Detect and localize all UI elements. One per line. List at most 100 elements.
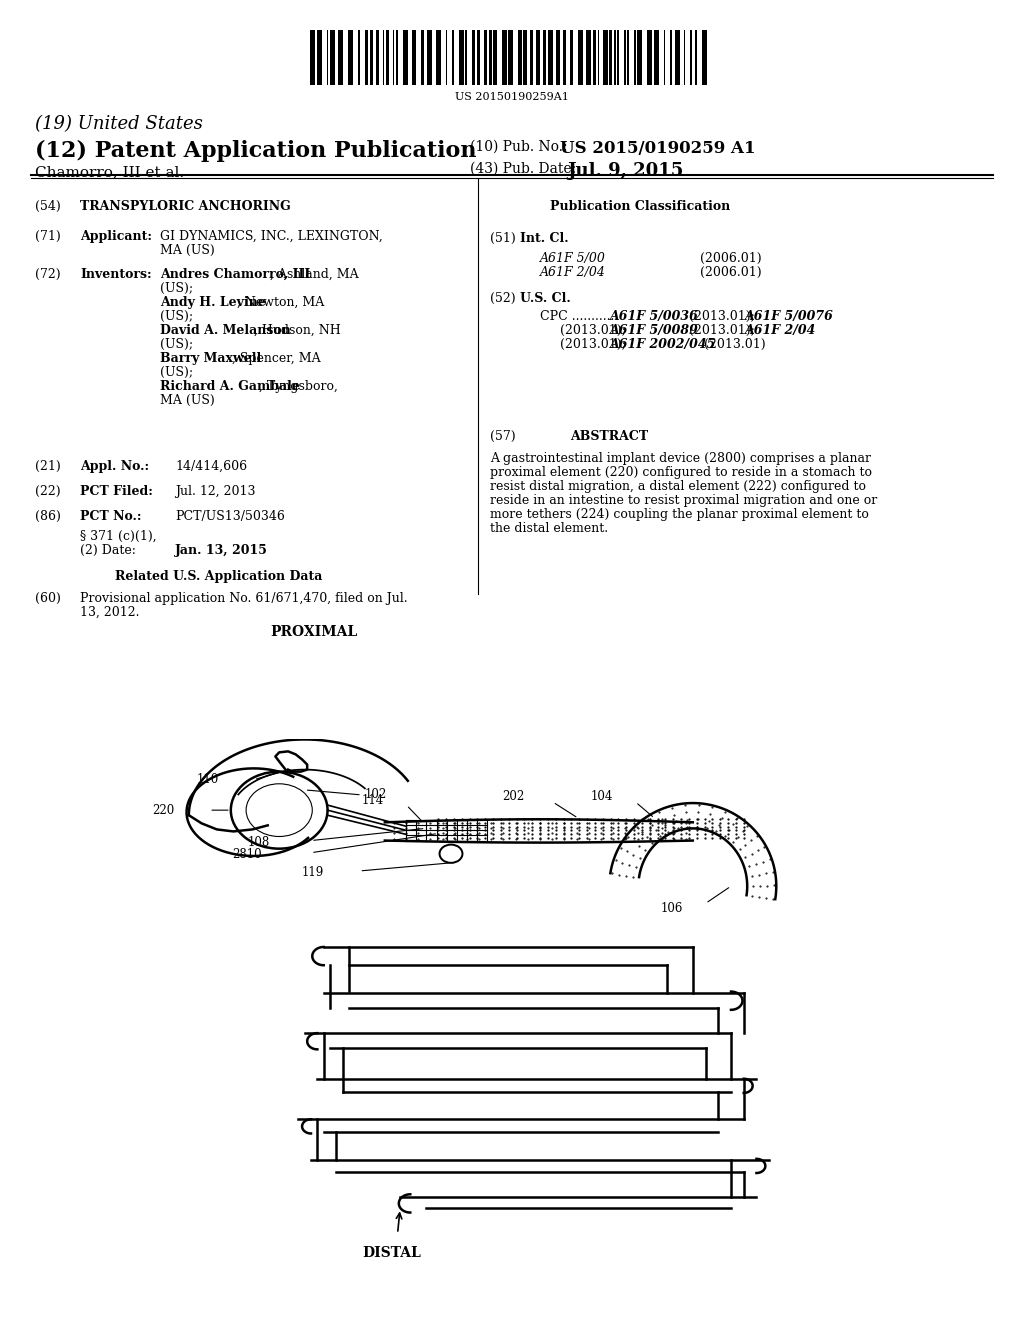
Bar [653, 30, 658, 84]
Bar [556, 30, 559, 84]
Bar [465, 30, 467, 84]
Text: resist distal migration, a distal element (222) configured to: resist distal migration, a distal elemen… [490, 480, 866, 492]
Text: 220: 220 [152, 804, 174, 817]
Text: proximal element (220) configured to reside in a stomach to: proximal element (220) configured to res… [490, 466, 872, 479]
Bar [690, 30, 692, 84]
Bar [593, 30, 596, 84]
Text: reside in an intestine to resist proximal migration and one or: reside in an intestine to resist proxima… [490, 494, 878, 507]
Bar [628, 30, 629, 84]
Bar [365, 30, 368, 84]
Text: Provisional application No. 61/671,470, filed on Jul.: Provisional application No. 61/671,470, … [80, 591, 408, 605]
Bar [664, 30, 666, 84]
Bar [586, 30, 591, 84]
Text: 2810: 2810 [232, 849, 262, 861]
Text: (19) United States: (19) United States [35, 115, 203, 133]
Text: Publication Classification: Publication Classification [550, 201, 730, 213]
Bar [310, 30, 315, 84]
Text: Jul. 9, 2015: Jul. 9, 2015 [567, 162, 683, 180]
Text: Barry Maxwell: Barry Maxwell [160, 352, 261, 366]
Text: (10) Pub. No.:: (10) Pub. No.: [470, 140, 567, 154]
Bar [578, 30, 583, 84]
Bar [537, 30, 540, 84]
Text: (2006.01): (2006.01) [700, 267, 762, 279]
Text: MA (US): MA (US) [160, 244, 215, 257]
Bar [383, 30, 384, 84]
Text: (86): (86) [35, 510, 60, 523]
Text: PCT Filed:: PCT Filed: [80, 484, 153, 498]
Text: (2) Date:: (2) Date: [80, 544, 136, 557]
Bar [392, 30, 394, 84]
Text: 108: 108 [248, 836, 269, 849]
Bar [386, 30, 389, 84]
Text: Jan. 13, 2015: Jan. 13, 2015 [175, 544, 268, 557]
Text: Andy H. Levine: Andy H. Levine [160, 296, 266, 309]
Text: 13, 2012.: 13, 2012. [80, 606, 139, 619]
Bar [472, 30, 475, 84]
Text: (2013.01);: (2013.01); [685, 310, 759, 323]
Bar [569, 30, 572, 84]
Bar [402, 30, 408, 84]
Text: 202: 202 [502, 791, 524, 804]
Text: A61F 5/00: A61F 5/00 [540, 252, 606, 265]
Text: (2013.01);: (2013.01); [685, 323, 759, 337]
Text: (US);: (US); [160, 366, 198, 379]
Bar [477, 30, 480, 84]
Text: Inventors:: Inventors: [80, 268, 152, 281]
Text: (2013.01): (2013.01) [700, 338, 766, 351]
Text: PCT No.:: PCT No.: [80, 510, 141, 523]
Bar [483, 30, 486, 84]
Bar [494, 30, 497, 84]
Text: A61F 5/0076: A61F 5/0076 [745, 310, 834, 323]
Text: A gastrointestinal implant device (2800) comprises a planar: A gastrointestinal implant device (2800)… [490, 451, 871, 465]
Text: A61F 2/04: A61F 2/04 [540, 267, 606, 279]
Bar [488, 30, 492, 84]
Bar [376, 30, 380, 84]
Text: 119: 119 [302, 866, 325, 879]
Text: (21): (21) [35, 459, 60, 473]
Text: (57): (57) [490, 430, 516, 444]
Bar [563, 30, 566, 84]
Bar [617, 30, 620, 84]
Text: ABSTRACT: ABSTRACT [570, 430, 648, 444]
Bar [548, 30, 553, 84]
Text: (60): (60) [35, 591, 60, 605]
Text: (12) Patent Application Publication: (12) Patent Application Publication [35, 140, 476, 162]
Text: A61F 5/0089: A61F 5/0089 [610, 323, 698, 337]
Bar [647, 30, 652, 84]
Text: 110: 110 [197, 774, 219, 787]
Text: Int. Cl.: Int. Cl. [520, 232, 568, 246]
Text: David A. Melanson: David A. Melanson [160, 323, 291, 337]
Bar [413, 30, 416, 84]
Bar [529, 30, 534, 84]
Bar [518, 30, 521, 84]
Text: 14/414,606: 14/414,606 [175, 459, 247, 473]
Text: (US);: (US); [160, 338, 198, 351]
Text: , Spencer, MA: , Spencer, MA [231, 352, 321, 366]
Text: Richard A. Gambale: Richard A. Gambale [160, 380, 300, 393]
Bar [327, 30, 328, 84]
Text: MA (US): MA (US) [160, 393, 215, 407]
Bar [330, 30, 335, 84]
Text: (72): (72) [35, 268, 60, 281]
Bar [598, 30, 599, 84]
Bar [502, 30, 507, 84]
Bar [453, 30, 454, 84]
Text: more tethers (224) coupling the planar proximal element to: more tethers (224) coupling the planar p… [490, 508, 869, 521]
Bar [396, 30, 397, 84]
Text: U.S. Cl.: U.S. Cl. [520, 292, 570, 305]
Text: 104: 104 [591, 791, 613, 804]
Bar [609, 30, 612, 84]
Text: (2006.01): (2006.01) [700, 252, 762, 265]
Bar [675, 30, 680, 84]
Text: (2013.01);: (2013.01); [560, 338, 630, 351]
Text: (22): (22) [35, 484, 60, 498]
Text: Chamorro, III et al.: Chamorro, III et al. [35, 165, 184, 180]
Text: US 2015/0190259 A1: US 2015/0190259 A1 [560, 140, 756, 157]
Text: Andres Chamorro, III: Andres Chamorro, III [160, 268, 310, 281]
Bar [459, 30, 464, 84]
Text: GI DYNAMICS, INC., LEXINGTON,: GI DYNAMICS, INC., LEXINGTON, [160, 230, 383, 243]
Text: , Hudson, NH: , Hudson, NH [254, 323, 340, 337]
Text: DISTAL: DISTAL [361, 1246, 421, 1261]
Text: (43) Pub. Date:: (43) Pub. Date: [470, 162, 577, 176]
Bar [701, 30, 707, 84]
